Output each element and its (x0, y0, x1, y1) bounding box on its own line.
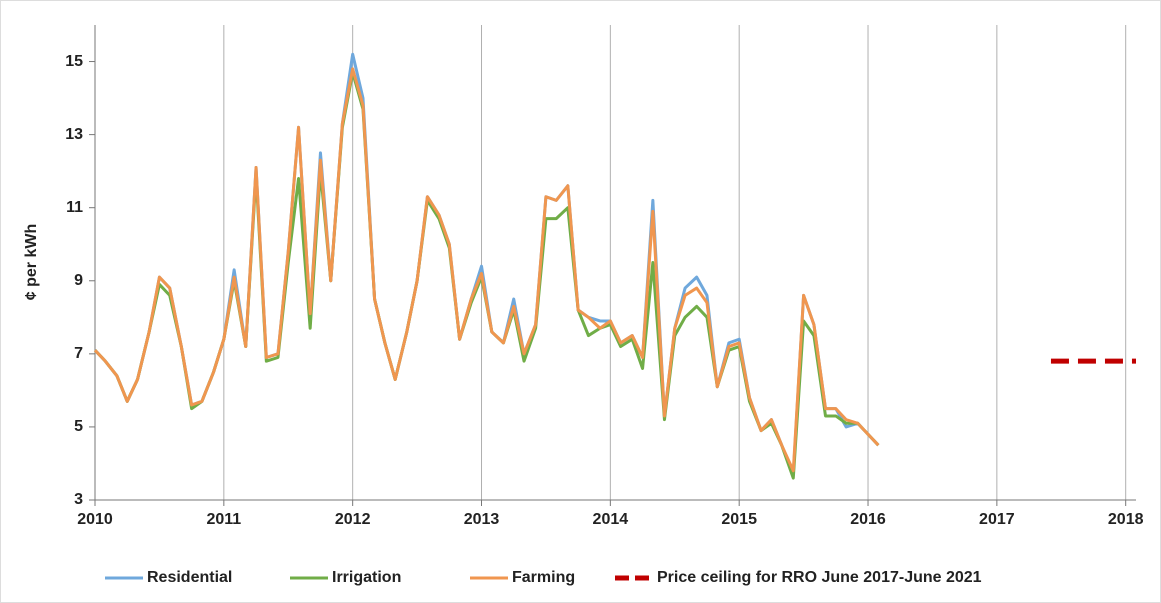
x-tick-label: 2017 (979, 511, 1015, 528)
x-tick-label: 2010 (77, 511, 113, 528)
y-tick-label: 7 (74, 345, 83, 362)
y-tick-label: 15 (65, 53, 83, 70)
legend-label: Price ceiling for RRO June 2017-June 202… (657, 569, 982, 586)
x-tick-label: 2018 (1108, 511, 1144, 528)
x-tick-label: 2014 (593, 511, 629, 528)
y-tick-label: 13 (65, 126, 83, 143)
legend-label: Irrigation (332, 569, 401, 586)
legend-label: Residential (147, 569, 232, 586)
x-tick-label: 2016 (850, 511, 886, 528)
y-tick-label: 3 (74, 491, 83, 508)
x-tick-label: 2011 (206, 511, 241, 528)
x-tick-label: 2012 (335, 511, 371, 528)
x-tick-label: 2013 (464, 511, 500, 528)
y-tick-label: 9 (74, 272, 83, 289)
y-tick-label: 5 (74, 418, 83, 435)
legend-label: Farming (512, 569, 575, 586)
y-tick-label: 11 (66, 199, 83, 216)
series-line (93, 67, 880, 473)
x-tick-label: 2015 (721, 511, 757, 528)
y-axis-label: ¢ per kWh (23, 224, 40, 300)
